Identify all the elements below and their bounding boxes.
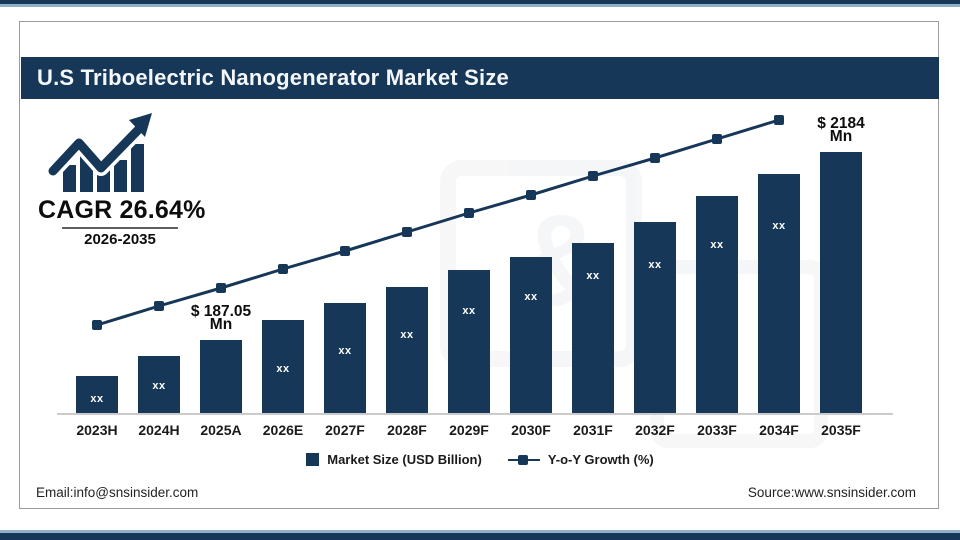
- x-axis-label-2023H: 2023H: [76, 422, 118, 438]
- bar-2025A: [200, 340, 242, 413]
- bar-2028F: xx: [386, 287, 428, 413]
- x-axis-label-2024H: 2024H: [138, 422, 180, 438]
- x-axis-label-2031F: 2031F: [573, 422, 613, 438]
- x-axis-label-2026E: 2026E: [262, 422, 304, 438]
- bar-2034F: xx: [758, 174, 800, 413]
- bar-annotation-2025A: $ 187.05 Mn: [190, 303, 252, 333]
- bar-value-label: xx: [152, 380, 166, 392]
- bar-value-label: xx: [90, 393, 104, 405]
- bar-2023H: xx: [76, 376, 118, 413]
- title-band: U.S Triboelectric Nanogenerator Market S…: [21, 57, 939, 99]
- x-axis-label-2027F: 2027F: [325, 422, 365, 438]
- bar-value-label: xx: [338, 345, 352, 357]
- top-strip-light-line: [0, 4, 960, 7]
- x-axis-label-2025A: 2025A: [200, 422, 242, 438]
- top-strip: [0, 0, 960, 4]
- legend-bar-label: Market Size (USD Billion): [327, 452, 482, 467]
- bar-2027F: xx: [324, 303, 366, 413]
- x-axis-label-2028F: 2028F: [387, 422, 427, 438]
- x-axis-label-2033F: 2033F: [697, 422, 737, 438]
- bar-2033F: xx: [696, 196, 738, 413]
- footer-source: Source:www.snsinsider.com: [747, 485, 916, 500]
- x-axis-label-2035F: 2035F: [821, 422, 861, 438]
- legend-line-marker: [507, 453, 540, 466]
- legend-line-label: Y-o-Y Growth (%): [547, 452, 654, 467]
- page-title: U.S Triboelectric Nanogenerator Market S…: [37, 65, 509, 90]
- legend: Market Size (USD Billion) Y-o-Y Growth (…: [0, 452, 960, 467]
- x-axis-line: [57, 413, 893, 415]
- bar-value-label: xx: [462, 305, 476, 317]
- bar-value-label: xx: [276, 363, 290, 375]
- x-axis-label-2034F: 2034F: [759, 422, 799, 438]
- x-axis-label-2032F: 2032F: [635, 422, 675, 438]
- bar-2029F: xx: [448, 270, 490, 413]
- legend-bar-swatch: [306, 453, 320, 466]
- bar-value-label: xx: [648, 259, 662, 271]
- bar-value-label: xx: [772, 220, 786, 232]
- bar-value-label: xx: [586, 270, 600, 282]
- legend-item-yoy-growth: Y-o-Y Growth (%): [507, 452, 654, 467]
- bar-value-label: xx: [524, 291, 538, 303]
- footer-email: Email:info@snsinsider.com: [36, 485, 199, 500]
- bar-value-label: xx: [710, 239, 724, 251]
- bar-2024H: xx: [138, 356, 180, 413]
- bar-annotation-2035F: $ 2184 Mn: [817, 115, 865, 145]
- bar-2031F: xx: [572, 243, 614, 413]
- bottom-strip: [0, 532, 960, 540]
- bar-value-label: xx: [400, 329, 414, 341]
- bar-2035F: [820, 152, 862, 413]
- legend-item-market-size: Market Size (USD Billion): [306, 452, 482, 467]
- x-axis-label-2029F: 2029F: [449, 422, 489, 438]
- bar-2032F: xx: [634, 222, 676, 413]
- bottom-strip-light-line: [0, 530, 960, 533]
- bar-2026E: xx: [262, 320, 304, 413]
- x-axis-label-2030F: 2030F: [511, 422, 551, 438]
- bar-2030F: xx: [510, 257, 552, 413]
